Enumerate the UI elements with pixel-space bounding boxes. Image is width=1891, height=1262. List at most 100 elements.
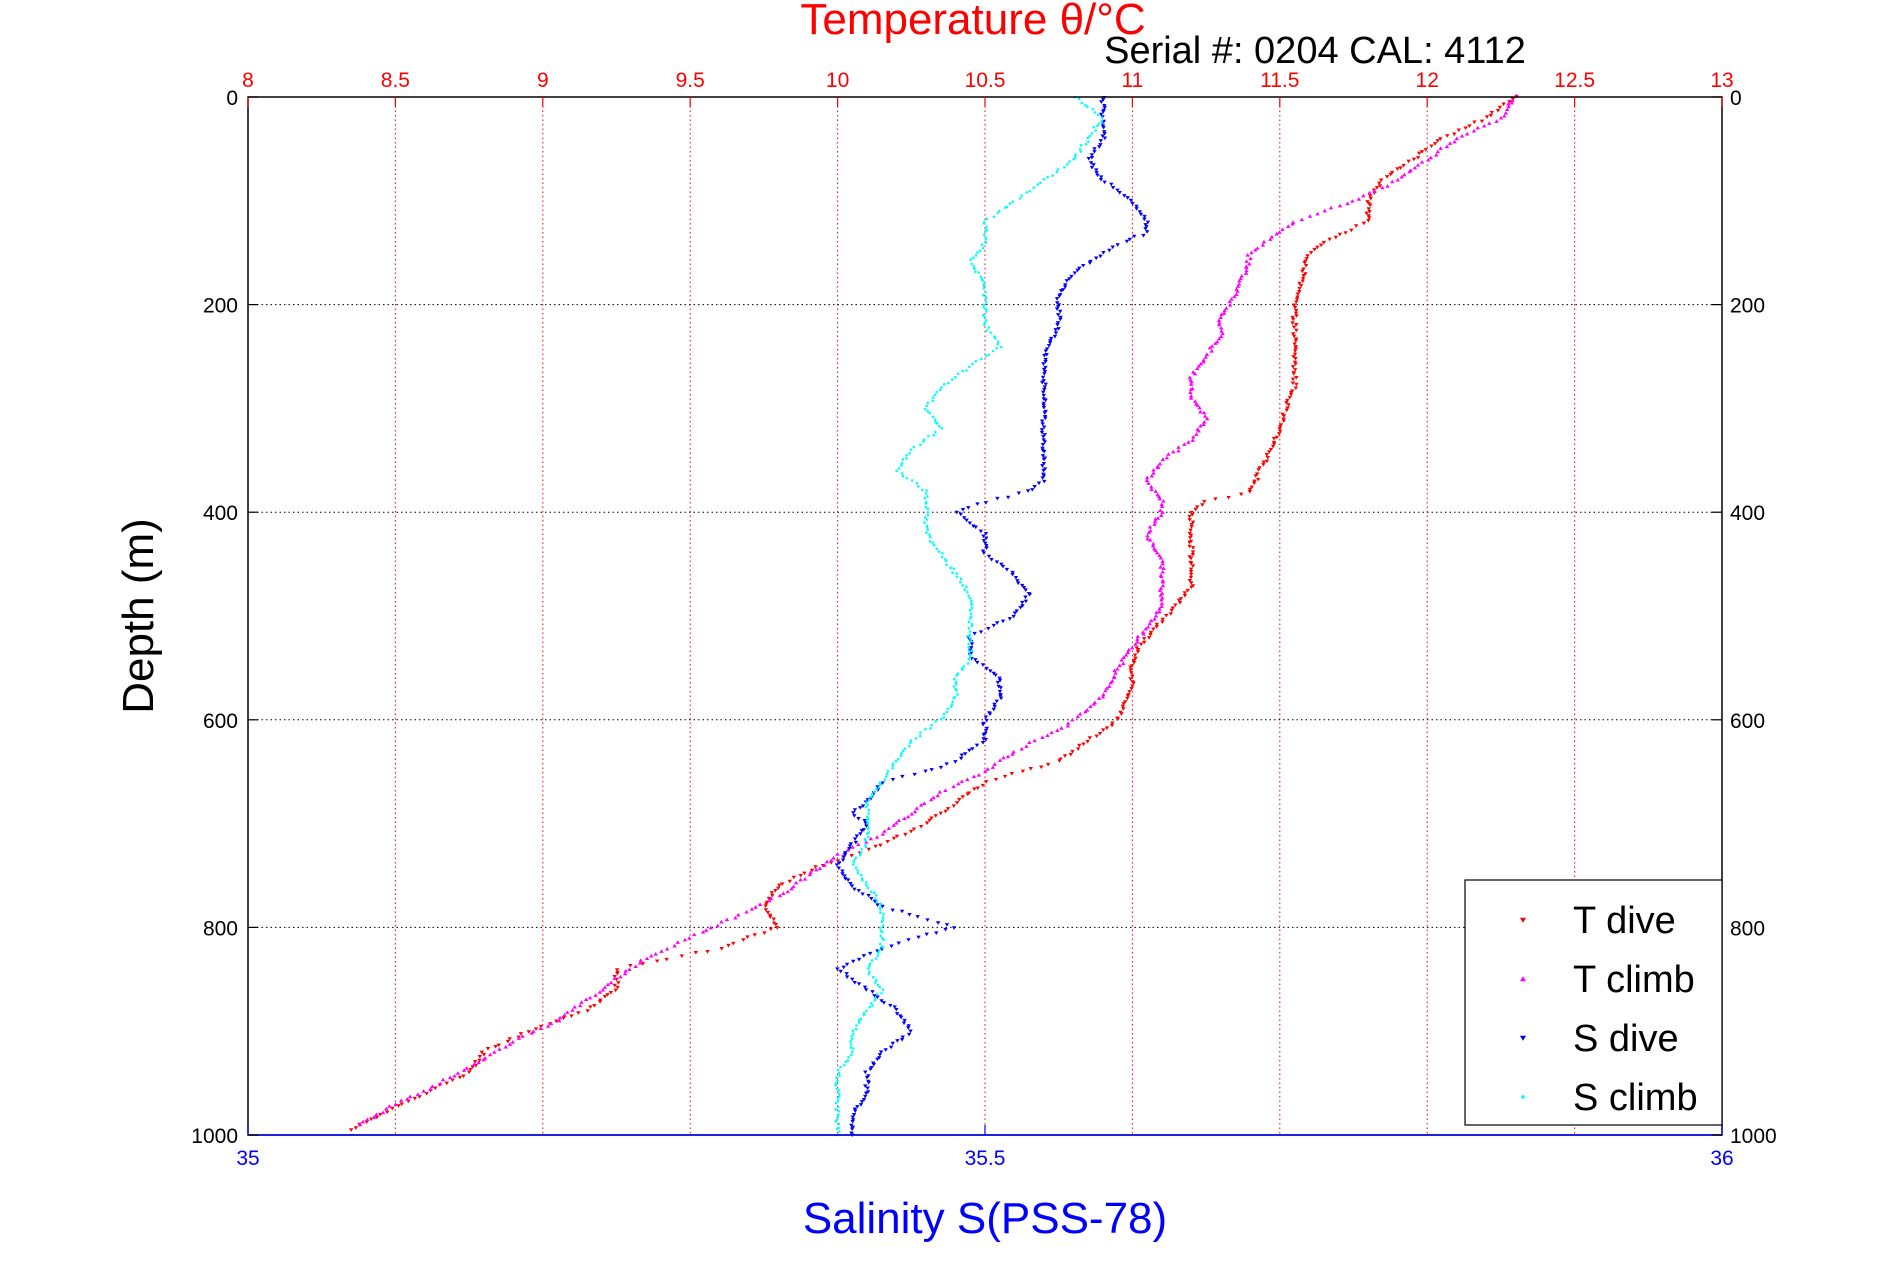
data-point <box>808 870 813 875</box>
data-point <box>1012 611 1018 616</box>
data-point <box>958 512 963 517</box>
data-point <box>1048 339 1053 343</box>
data-point <box>863 1094 868 1099</box>
data-point <box>510 1040 515 1044</box>
data-point <box>878 843 883 848</box>
data-point <box>1000 619 1006 624</box>
temperature-tick-label: 9.5 <box>676 69 705 92</box>
data-point <box>1041 393 1046 398</box>
data-point <box>1055 321 1061 325</box>
data-point <box>866 821 870 825</box>
data-point <box>1046 343 1052 348</box>
data-point <box>1125 694 1131 698</box>
data-point <box>719 947 724 951</box>
data-point <box>600 988 606 992</box>
data-point <box>1315 211 1320 216</box>
data-point <box>907 913 912 917</box>
data-point <box>1091 163 1096 167</box>
data-point <box>407 1094 413 1099</box>
data-point <box>1056 168 1060 171</box>
data-point <box>956 372 960 376</box>
data-point <box>585 1009 590 1013</box>
data-point <box>845 878 851 883</box>
data-point <box>1452 132 1457 137</box>
data-point <box>971 362 974 366</box>
data-point <box>834 863 840 867</box>
data-point <box>891 762 895 765</box>
data-point <box>1290 317 1296 322</box>
data-point <box>1494 119 1499 123</box>
data-point <box>894 834 900 839</box>
data-point <box>493 1044 498 1049</box>
data-point <box>1101 728 1106 732</box>
data-point <box>895 469 898 473</box>
data-point <box>1040 446 1045 451</box>
data-point <box>975 502 980 506</box>
data-point <box>910 479 914 482</box>
data-point <box>837 1110 841 1113</box>
data-point <box>1023 599 1029 604</box>
data-point <box>824 859 830 864</box>
data-point <box>1218 315 1224 320</box>
data-point <box>1301 267 1306 272</box>
data-point <box>868 1005 872 1009</box>
data-point <box>1290 377 1296 382</box>
data-point <box>1030 488 1035 492</box>
data-point <box>929 768 934 772</box>
data-point <box>1168 612 1173 616</box>
data-point <box>384 1106 389 1111</box>
data-point <box>831 855 836 860</box>
data-point <box>1501 102 1506 107</box>
data-point <box>1145 536 1150 541</box>
data-point <box>1219 325 1224 330</box>
data-point <box>1115 666 1120 671</box>
data-point <box>1287 395 1293 400</box>
data-point <box>959 753 965 758</box>
data-point <box>1100 134 1105 138</box>
data-point <box>835 859 841 863</box>
data-point <box>834 1081 838 1085</box>
data-point <box>1073 156 1077 159</box>
data-point <box>1182 594 1188 598</box>
data-point <box>1415 163 1421 167</box>
data-point <box>895 1039 900 1043</box>
data-point <box>842 852 848 857</box>
data-point <box>380 1110 386 1115</box>
data-point <box>955 575 959 578</box>
data-point <box>983 501 989 505</box>
data-point <box>1290 315 1295 320</box>
data-point <box>973 525 978 530</box>
data-point <box>908 1029 913 1034</box>
data-point <box>1043 357 1048 362</box>
data-point <box>1121 661 1126 666</box>
data-point <box>1080 101 1084 105</box>
data-point <box>984 546 989 550</box>
data-point <box>909 811 915 816</box>
data-point <box>1098 139 1104 143</box>
data-point <box>1189 572 1194 577</box>
data-point <box>1042 372 1047 376</box>
data-point <box>1099 100 1104 104</box>
data-point <box>1097 145 1102 149</box>
data-point <box>1290 221 1295 226</box>
data-point <box>1216 318 1222 322</box>
temperature-tick-label: 9 <box>537 69 549 92</box>
data-point <box>1304 257 1309 261</box>
data-point <box>1060 288 1066 292</box>
data-point <box>856 869 859 872</box>
data-point <box>982 303 985 307</box>
data-point <box>1188 536 1193 540</box>
data-point <box>1169 608 1174 613</box>
data-point <box>1098 143 1103 147</box>
data-point <box>1089 155 1095 160</box>
data-point <box>768 896 774 901</box>
data-point <box>903 832 908 837</box>
legend-label: T dive <box>1573 900 1676 942</box>
data-point <box>1041 474 1047 478</box>
data-point <box>864 840 869 844</box>
data-point <box>1102 103 1107 108</box>
data-point <box>1039 430 1045 435</box>
data-point <box>851 863 855 866</box>
data-point <box>970 747 975 751</box>
data-point <box>1041 403 1046 408</box>
